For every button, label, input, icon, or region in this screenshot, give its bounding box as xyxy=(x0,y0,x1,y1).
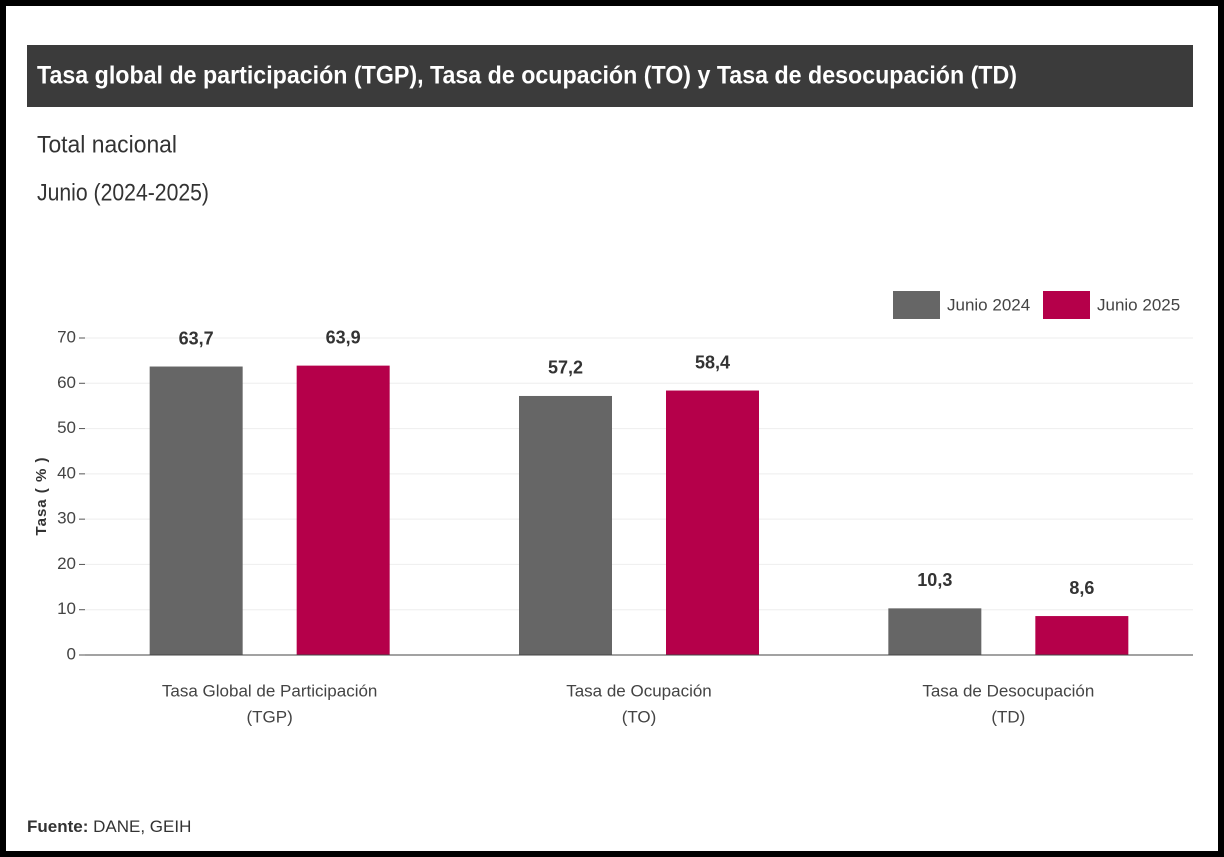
y-tick-label: 60 xyxy=(57,373,76,392)
source: Fuente: DANE, GEIH xyxy=(27,817,191,836)
y-tick-label: 20 xyxy=(57,554,76,573)
y-tick-label: 50 xyxy=(57,418,76,437)
data-label: 57,2 xyxy=(548,358,583,378)
y-tick-label: 0 xyxy=(67,644,76,663)
y-tick-label: 40 xyxy=(57,463,76,482)
source-text: DANE, GEIH xyxy=(93,817,191,836)
data-label: 8,6 xyxy=(1069,578,1094,598)
data-label: 63,9 xyxy=(326,327,361,347)
bar xyxy=(519,395,612,655)
x-tick-label: (TGP) xyxy=(247,707,293,726)
legend-label: Junio 2024 xyxy=(947,295,1030,314)
data-label: 10,3 xyxy=(917,570,952,590)
x-tick-label: Tasa de Desocupación xyxy=(922,681,1094,700)
bar xyxy=(888,608,982,655)
source-label: Fuente: xyxy=(27,817,88,836)
x-tick-label: (TO) xyxy=(622,707,657,726)
legend-label: Junio 2025 xyxy=(1097,295,1180,314)
subtitle: Junio (2024-2025) xyxy=(37,179,209,206)
x-tick-label: Tasa de Ocupación xyxy=(566,681,712,700)
data-label: 63,7 xyxy=(179,328,214,348)
x-tick-label: (TD) xyxy=(991,707,1025,726)
bar xyxy=(149,366,243,655)
legend-swatch xyxy=(893,291,940,319)
y-axis-label: Tasa ( % ) xyxy=(33,457,50,536)
bar xyxy=(1035,616,1129,655)
y-tick-label: 30 xyxy=(57,509,76,528)
bar xyxy=(296,365,390,655)
bar xyxy=(666,390,759,655)
title-bar xyxy=(27,45,1193,107)
y-tick-label: 70 xyxy=(57,327,76,346)
data-label: 58,4 xyxy=(695,352,730,372)
x-tick-label: Tasa Global de Participación xyxy=(162,681,377,700)
y-tick-label: 10 xyxy=(57,599,76,618)
legend-swatch xyxy=(1043,291,1090,319)
subtitle: Total nacional xyxy=(37,131,177,158)
chart-title: Tasa global de participación (TGP), Tasa… xyxy=(37,62,1017,90)
